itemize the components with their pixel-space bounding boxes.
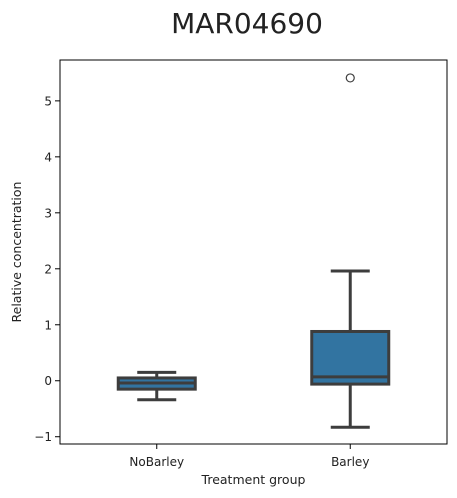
y-axis: −1 0 1 2 3 4 5 <box>34 94 60 444</box>
y-tick-label: 0 <box>44 374 52 388</box>
y-tick-label: −1 <box>34 430 52 444</box>
box-nobarley <box>118 372 195 399</box>
box-barley <box>312 74 389 427</box>
y-tick-label: 4 <box>44 150 52 164</box>
y-tick-label: 2 <box>44 262 52 276</box>
y-tick-label: 3 <box>44 206 52 220</box>
x-tick-label: NoBarley <box>129 455 184 469</box>
chart-title: MAR04690 <box>171 7 323 40</box>
x-axis-label: Treatment group <box>201 472 306 487</box>
y-axis-label: Relative concentration <box>9 182 24 323</box>
outlier-point <box>346 74 354 82</box>
y-tick-label: 5 <box>44 94 52 108</box>
x-tick-label: Barley <box>331 455 369 469</box>
plot-area <box>118 74 389 427</box>
y-tick-label: 1 <box>44 318 52 332</box>
x-axis: NoBarley Barley <box>129 444 369 469</box>
